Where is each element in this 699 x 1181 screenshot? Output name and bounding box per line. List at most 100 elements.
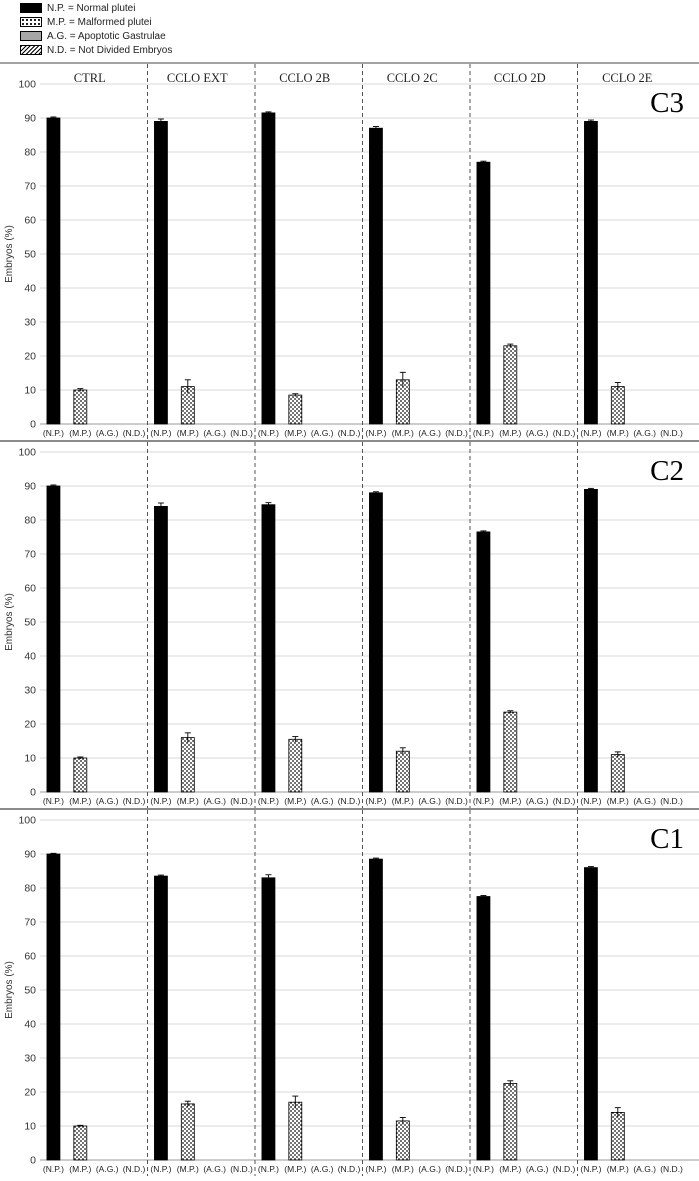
y-axis-label: Embryos (%) bbox=[4, 961, 15, 1019]
y-tick-label: 80 bbox=[24, 883, 36, 895]
y-tick-label: 90 bbox=[24, 849, 36, 861]
category-label: (A.G.) bbox=[418, 428, 441, 438]
y-tick-label: 0 bbox=[30, 787, 36, 799]
category-label: (N.P.) bbox=[365, 428, 386, 438]
category-label: (M.P.) bbox=[284, 796, 306, 806]
y-tick-label: 90 bbox=[24, 481, 36, 493]
category-label: (N.D.) bbox=[660, 428, 683, 438]
y-tick-label: 60 bbox=[24, 215, 36, 227]
category-label: (A.G.) bbox=[311, 428, 334, 438]
category-label: (A.G.) bbox=[633, 1164, 656, 1174]
category-label: (N.P.) bbox=[43, 428, 64, 438]
panel-title: C1 bbox=[650, 823, 684, 855]
category-label: (A.G.) bbox=[311, 796, 334, 806]
group-title: CCLO 2E bbox=[602, 71, 653, 85]
category-label: (N.D.) bbox=[338, 796, 361, 806]
bar-mp bbox=[180, 1103, 195, 1161]
bar-np bbox=[46, 485, 61, 793]
category-label: (A.G.) bbox=[96, 428, 119, 438]
bar-np bbox=[369, 492, 383, 793]
category-label: (N.D.) bbox=[338, 1164, 361, 1174]
category-label: (N.D.) bbox=[445, 428, 468, 438]
category-label: (M.P.) bbox=[392, 428, 414, 438]
legend-swatch-mp bbox=[20, 17, 42, 27]
category-label: (A.G.) bbox=[96, 796, 119, 806]
group-title: CCLO 2C bbox=[387, 71, 438, 85]
category-label: (N.P.) bbox=[580, 1164, 601, 1174]
bar-np bbox=[584, 867, 598, 1161]
bar-mp bbox=[73, 757, 88, 793]
category-label: (N.P.) bbox=[43, 796, 64, 806]
bar-mp bbox=[395, 750, 410, 793]
bar-np bbox=[476, 896, 491, 1161]
category-label: (N.D.) bbox=[123, 1164, 146, 1174]
bar-mp bbox=[503, 711, 518, 793]
category-label: (N.D.) bbox=[660, 796, 683, 806]
legend-label-ag: A.G. = Apoptotic Gastrulae bbox=[47, 30, 166, 42]
category-label: (N.P.) bbox=[365, 796, 386, 806]
y-tick-label: 80 bbox=[24, 147, 36, 159]
category-label: (M.P.) bbox=[69, 428, 91, 438]
category-label: (N.P.) bbox=[258, 796, 279, 806]
group-title: CCLO 2D bbox=[494, 71, 546, 85]
legend-label-np: N.P. = Normal plutei bbox=[47, 2, 136, 14]
panel-title: C2 bbox=[650, 455, 684, 487]
bar-np bbox=[261, 112, 276, 425]
category-label: (N.P.) bbox=[473, 1164, 494, 1174]
category-label: (N.D.) bbox=[230, 1164, 253, 1174]
category-label: (A.G.) bbox=[418, 796, 441, 806]
category-label: (N.D.) bbox=[123, 428, 146, 438]
category-label: (N.P.) bbox=[473, 796, 494, 806]
bar-mp bbox=[288, 738, 303, 793]
y-tick-label: 70 bbox=[24, 549, 36, 561]
bar-np bbox=[154, 505, 168, 793]
category-label: (N.D.) bbox=[230, 796, 253, 806]
category-label: (N.P.) bbox=[43, 1164, 64, 1174]
y-tick-label: 60 bbox=[24, 951, 36, 963]
category-label: (A.G.) bbox=[418, 1164, 441, 1174]
category-label: (M.P.) bbox=[499, 1164, 521, 1174]
category-label: (A.G.) bbox=[311, 1164, 334, 1174]
category-label: (A.G.) bbox=[526, 1164, 549, 1174]
chart-legend: N.P. = Normal plutei M.P. = Malformed pl… bbox=[0, 0, 699, 60]
y-tick-label: 50 bbox=[24, 249, 36, 261]
category-label: (N.D.) bbox=[660, 1164, 683, 1174]
y-tick-label: 60 bbox=[24, 583, 36, 595]
bar-mp bbox=[503, 345, 518, 425]
category-label: (M.P.) bbox=[392, 1164, 414, 1174]
y-tick-label: 10 bbox=[24, 385, 36, 397]
legend-item-np: N.P. = Normal plutei bbox=[20, 2, 135, 14]
category-label: (M.P.) bbox=[607, 428, 629, 438]
bar-np bbox=[46, 117, 61, 425]
category-label: (M.P.) bbox=[284, 1164, 306, 1174]
y-tick-label: 40 bbox=[24, 1019, 36, 1031]
panel-c2: 0 10 20 30 40 50 60 70 80 90 100 Embryos (%) C2 (N.P.… bbox=[4, 442, 699, 808]
y-tick-label: 100 bbox=[18, 815, 36, 827]
bar-np bbox=[584, 121, 598, 425]
y-tick-label: 0 bbox=[30, 1155, 36, 1167]
category-label: (N.D.) bbox=[445, 796, 468, 806]
panel-c1: 0 10 20 30 40 50 60 70 80 90 100 Embryos (%) C1 (N.P.… bbox=[4, 810, 699, 1176]
category-label: (N.D.) bbox=[338, 428, 361, 438]
category-label: (A.G.) bbox=[526, 796, 549, 806]
y-tick-label: 70 bbox=[24, 181, 36, 193]
category-label: (N.P.) bbox=[580, 796, 601, 806]
y-tick-label: 20 bbox=[24, 351, 36, 363]
panel-c3: 0 10 20 30 40 50 60 70 80 90 100 Embryos (%) C3 CTRL (… bbox=[4, 64, 699, 440]
bar-np bbox=[476, 531, 491, 793]
category-label: (A.G.) bbox=[633, 428, 656, 438]
category-label: (M.P.) bbox=[499, 796, 521, 806]
category-label: (M.P.) bbox=[177, 796, 199, 806]
category-label: (N.D.) bbox=[553, 428, 576, 438]
legend-swatch-np bbox=[20, 3, 42, 13]
y-tick-label: 10 bbox=[24, 1121, 36, 1133]
y-tick-label: 10 bbox=[24, 753, 36, 765]
category-label: (A.G.) bbox=[203, 1164, 226, 1174]
category-label: (M.P.) bbox=[177, 1164, 199, 1174]
bar-np bbox=[46, 853, 61, 1161]
category-label: (M.P.) bbox=[499, 428, 521, 438]
bar-mp bbox=[610, 1112, 625, 1161]
bar-mp bbox=[395, 1120, 410, 1161]
bar-np bbox=[584, 488, 598, 793]
category-label: (N.P.) bbox=[473, 428, 494, 438]
